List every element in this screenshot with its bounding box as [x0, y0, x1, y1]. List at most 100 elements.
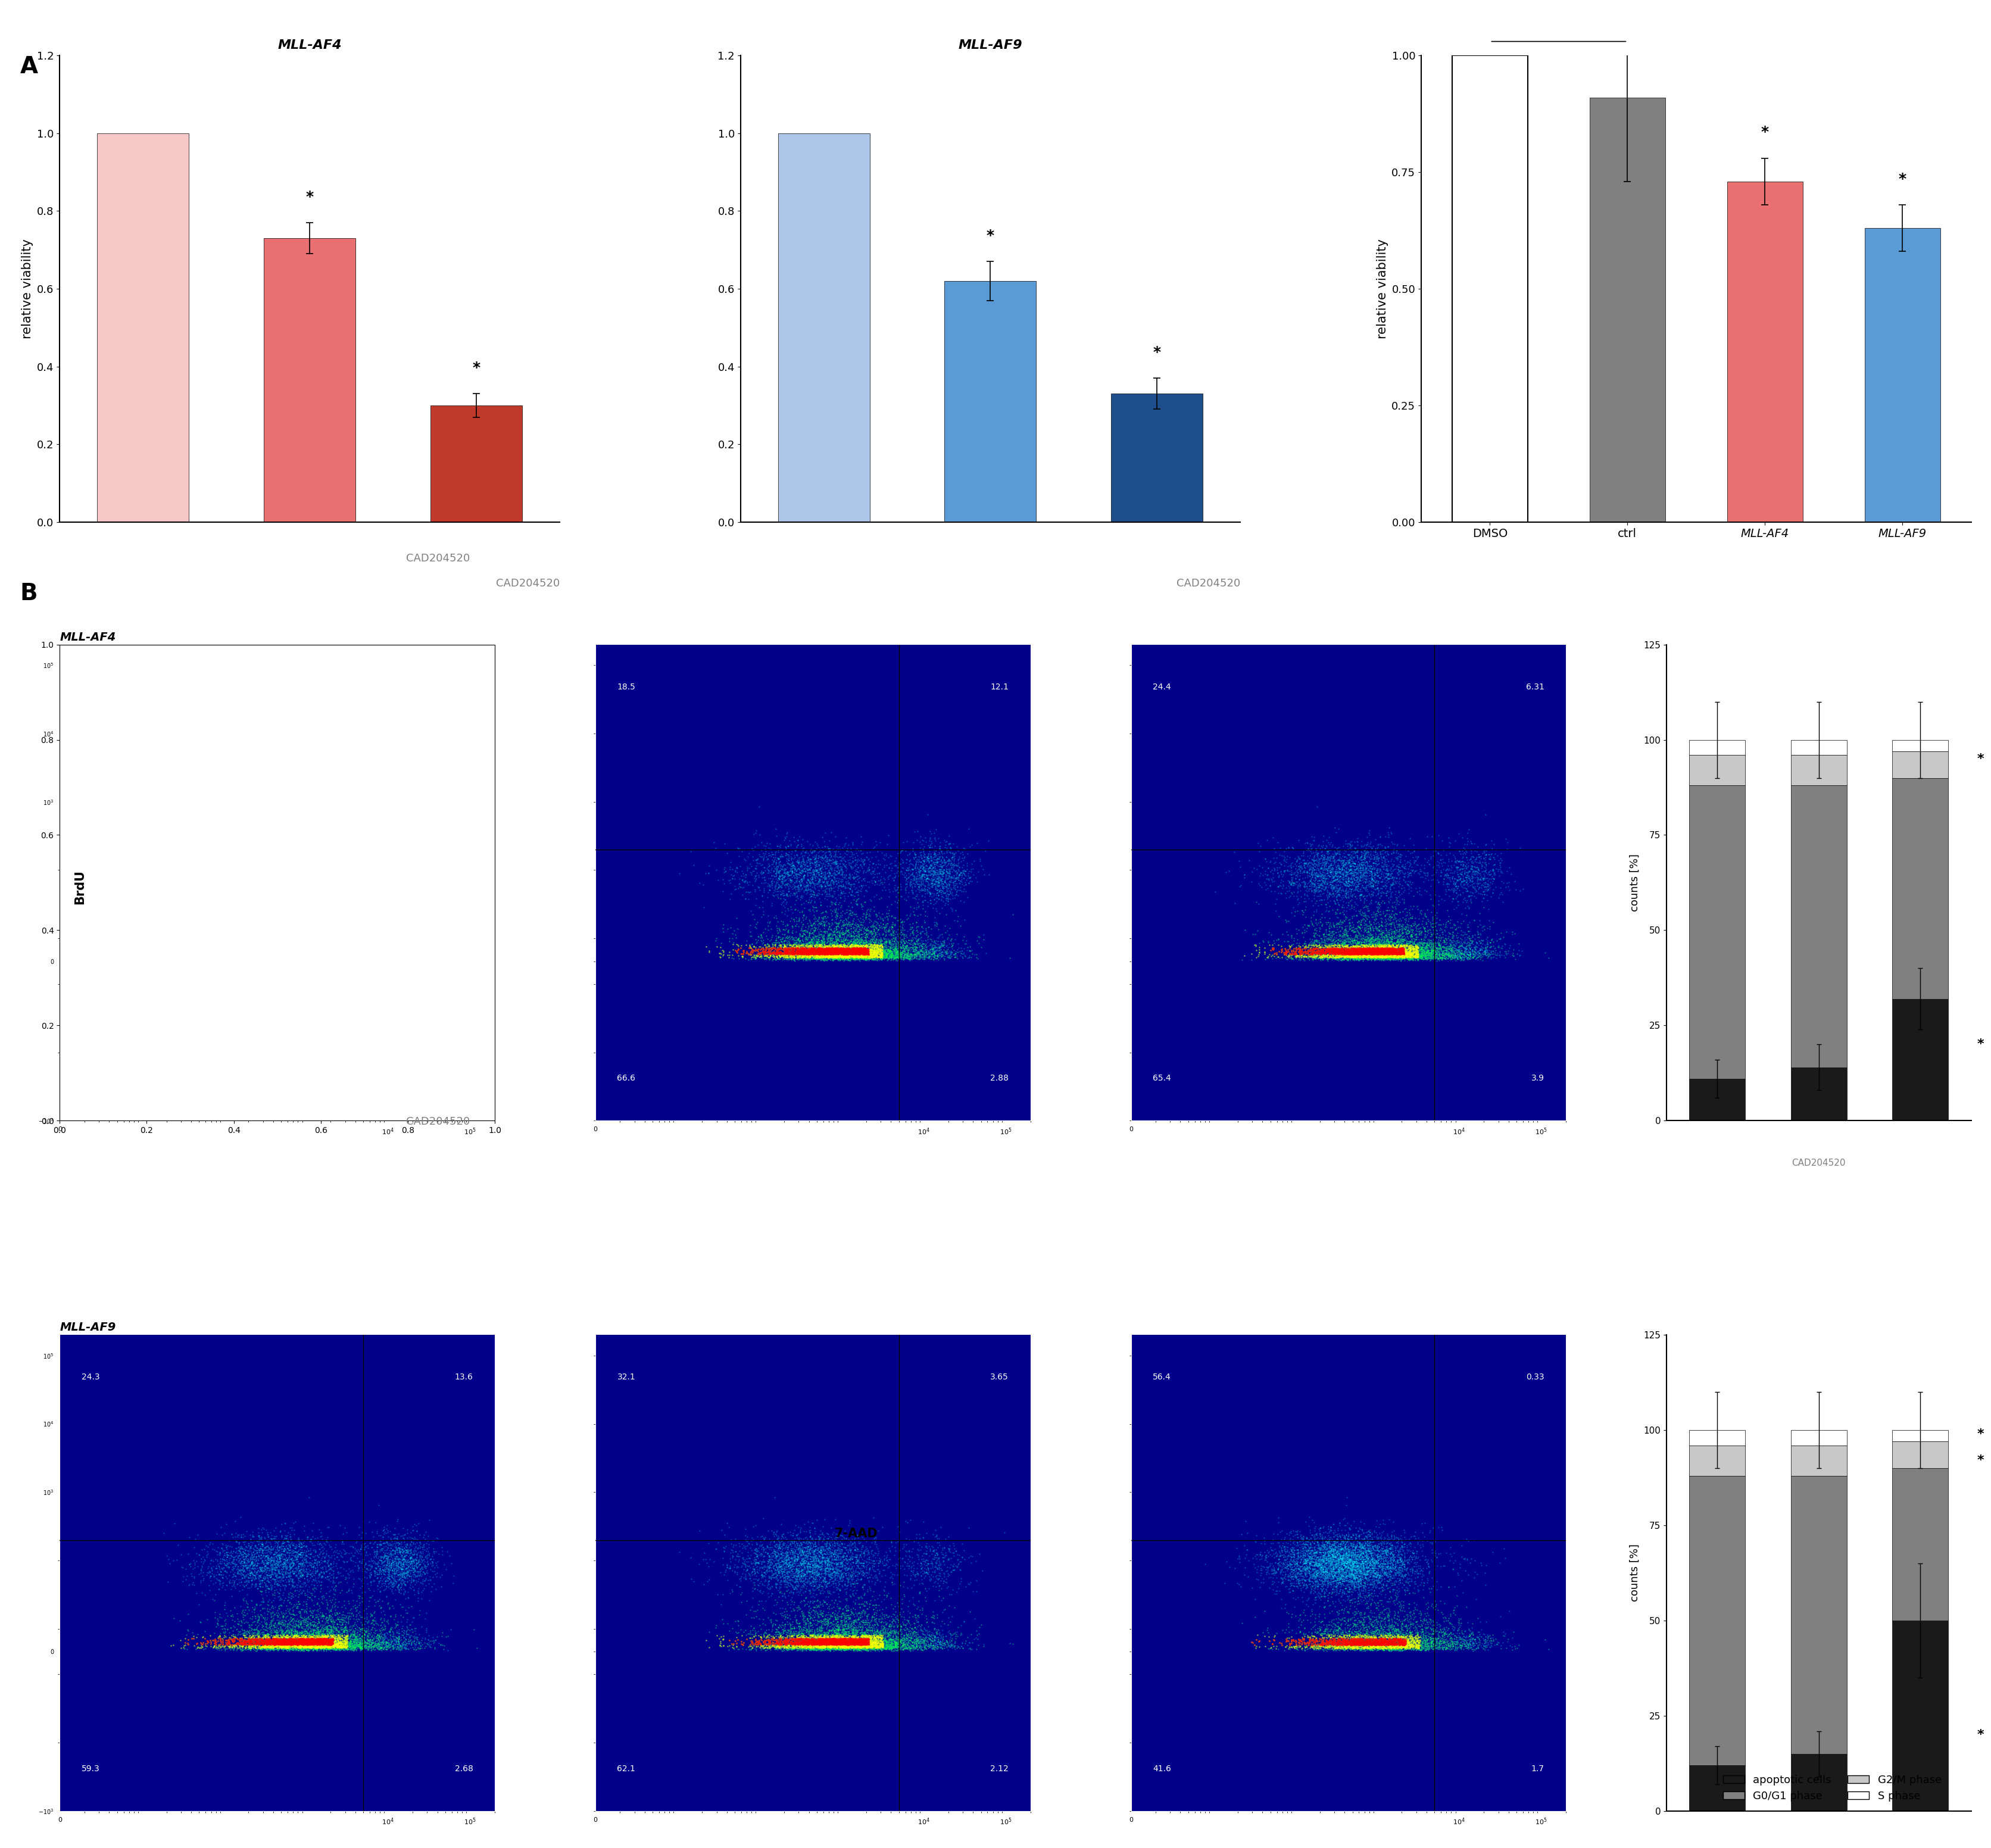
Point — [930, 1630, 962, 1660]
Point — [291, 1628, 323, 1658]
Point — [854, 1626, 886, 1656]
Point — [1390, 937, 1422, 967]
Point — [319, 935, 350, 965]
Point — [327, 937, 358, 967]
Point — [876, 1606, 908, 1635]
Point — [281, 941, 313, 970]
Point — [277, 1630, 309, 1660]
Point — [1318, 935, 1350, 965]
Point — [193, 1558, 225, 1587]
Point — [838, 1626, 870, 1656]
Point — [816, 1630, 848, 1660]
Point — [243, 924, 275, 954]
Point — [820, 1621, 852, 1650]
Point — [1272, 1623, 1304, 1652]
Point — [205, 935, 237, 965]
Point — [822, 1539, 854, 1569]
Point — [1338, 944, 1370, 974]
Point — [299, 1621, 331, 1650]
Point — [864, 942, 896, 972]
Point — [906, 1554, 938, 1584]
Point — [798, 939, 830, 968]
Point — [1306, 941, 1338, 970]
Point — [1304, 1549, 1336, 1578]
Point — [826, 1632, 858, 1661]
Point — [701, 833, 733, 863]
Point — [309, 1624, 340, 1654]
Point — [1358, 1552, 1390, 1582]
Point — [402, 1552, 434, 1582]
Point — [830, 933, 862, 963]
Point — [806, 1630, 838, 1660]
Point — [1324, 872, 1356, 902]
Point — [1412, 942, 1443, 972]
Point — [227, 1615, 259, 1645]
Point — [1314, 1552, 1346, 1582]
Point — [295, 1630, 327, 1660]
Point — [1314, 933, 1346, 963]
Point — [771, 822, 802, 852]
Point — [870, 1630, 902, 1660]
Point — [239, 1626, 271, 1656]
Point — [778, 1587, 810, 1617]
Point — [273, 1613, 305, 1643]
Point — [271, 937, 303, 967]
Point — [319, 935, 350, 965]
Point — [761, 1519, 792, 1549]
Point — [319, 1630, 350, 1660]
Point — [362, 944, 394, 974]
Point — [830, 1630, 862, 1660]
Point — [1388, 933, 1420, 963]
Point — [765, 933, 796, 963]
Point — [1276, 935, 1308, 965]
Point — [384, 1536, 416, 1565]
Point — [1334, 941, 1366, 970]
Point — [910, 1634, 942, 1663]
Point — [940, 874, 972, 904]
Point — [295, 1634, 327, 1663]
Point — [780, 935, 812, 965]
Point — [265, 926, 297, 955]
Point — [1374, 933, 1406, 963]
Point — [792, 941, 824, 970]
Point — [900, 926, 932, 955]
Point — [362, 885, 394, 915]
Point — [257, 900, 289, 930]
Point — [908, 846, 940, 876]
Point — [864, 1630, 896, 1660]
Point — [317, 1615, 348, 1645]
Point — [261, 1624, 293, 1654]
Point — [858, 930, 890, 959]
Point — [295, 937, 327, 967]
Point — [416, 939, 448, 968]
Point — [780, 1634, 812, 1663]
Point — [794, 1619, 826, 1648]
Point — [816, 937, 848, 967]
Point — [227, 941, 259, 970]
Point — [794, 1634, 826, 1663]
Point — [257, 1632, 289, 1661]
Point — [273, 942, 305, 972]
Point — [826, 1634, 858, 1663]
Point — [814, 1560, 846, 1589]
Point — [227, 867, 259, 896]
Point — [812, 1623, 844, 1652]
Point — [838, 1632, 870, 1661]
Point — [1354, 1628, 1386, 1658]
Point — [822, 1623, 854, 1652]
Point — [1302, 1574, 1334, 1604]
Point — [808, 937, 840, 967]
Point — [836, 937, 868, 967]
Point — [870, 1634, 902, 1663]
Point — [281, 1628, 313, 1658]
Point — [305, 935, 336, 965]
Point — [1348, 1621, 1380, 1650]
Point — [812, 1626, 844, 1656]
Point — [386, 856, 418, 885]
Point — [1420, 935, 1451, 965]
Point — [792, 941, 824, 970]
Point — [1326, 922, 1358, 952]
Point — [1384, 933, 1416, 963]
Point — [305, 1621, 336, 1650]
Point — [884, 1610, 916, 1639]
